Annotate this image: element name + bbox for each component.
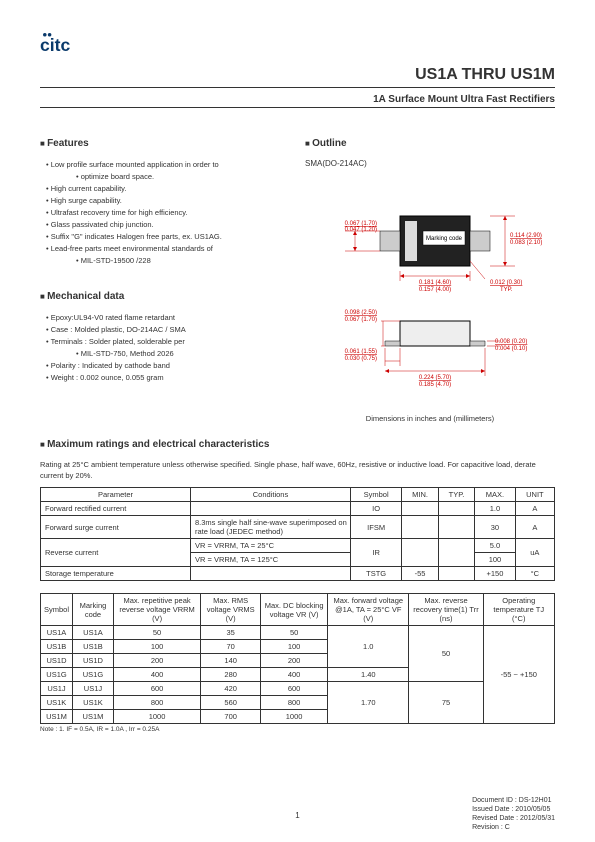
dimensions-note: Dimensions in inches and (millimeters)	[305, 414, 555, 423]
subtitle: 1A Surface Mount Ultra Fast Rectifiers	[40, 94, 555, 105]
page-number: 1	[295, 811, 299, 820]
list-item: Case : Molded plastic, DO-214AC / SMA	[46, 324, 285, 336]
th: TYP.	[438, 488, 474, 502]
th: Parameter	[41, 488, 191, 502]
list-item: Low profile surface mounted application …	[46, 159, 285, 171]
svg-text:0.012 (0.30): 0.012 (0.30)	[490, 280, 522, 286]
svg-text:0.185 (4.70): 0.185 (4.70)	[419, 382, 451, 388]
list-item: Polarity : Indicated by cathode band	[46, 360, 285, 372]
table-row: US1AUS1A503550 1.0 50 -55 ~ +150	[41, 626, 555, 640]
svg-text:0.008 (0.20): 0.008 (0.20)	[495, 339, 527, 345]
svg-text:0.114 (2.90): 0.114 (2.90)	[510, 233, 542, 239]
svg-text:TYP.: TYP.	[500, 287, 513, 293]
list-item: Ultrafast recovery time for high efficie…	[46, 207, 285, 219]
svg-text:0.061 (1.55): 0.061 (1.55)	[345, 349, 377, 355]
svg-text:0.098 (2.50): 0.098 (2.50)	[345, 310, 377, 316]
th: Max. RMS voltage VRMS (V)	[201, 594, 261, 626]
outline-heading: Outline	[305, 138, 555, 149]
th: Max. reverse recovery time(1) Trr (ns)	[409, 594, 483, 626]
ratings-table: Parameter Conditions Symbol MIN. TYP. MA…	[40, 487, 555, 581]
svg-text:0.067 (1.70): 0.067 (1.70)	[345, 317, 377, 323]
th: Conditions	[191, 488, 351, 502]
svg-text:0.224 (5.70): 0.224 (5.70)	[419, 375, 451, 381]
table-row: Forward rectified current IO 1.0 A	[41, 502, 555, 516]
th: Max. DC blocking voltage VR (V)	[261, 594, 328, 626]
svg-text:0.083 (2.10): 0.083 (2.10)	[510, 240, 542, 246]
doc-info: Document ID : DS-12H01 Issued Date : 201…	[472, 796, 555, 832]
main-title: US1A THRU US1M	[40, 66, 555, 84]
table-row: US1JUS1J600420600 1.70 75	[41, 682, 555, 696]
table-row: Storage temperature TSTG -55 +150 °C	[41, 567, 555, 581]
list-item: Terminals : Solder plated, solderable pe…	[46, 336, 285, 348]
title-block: US1A THRU US1M 1A Surface Mount Ultra Fa…	[40, 66, 555, 105]
th: Max. forward voltage @1A, TA = 25°C VF (…	[328, 594, 409, 626]
svg-text:0.030 (0.75): 0.030 (0.75)	[345, 356, 377, 362]
table-footnote: Note : 1. IF = 0.5A, IR = 1.0A , Irr = 0…	[40, 726, 555, 733]
list-item: High surge capability.	[46, 195, 285, 207]
table-row: Reverse current VR = VRRM, TA = 25°C IR …	[41, 539, 555, 553]
parts-table: Symbol Marking code Max. repetitive peak…	[40, 593, 555, 724]
ratings-note: Rating at 25°C ambient temperature unles…	[40, 460, 555, 481]
package-label: SMA(DO-214AC)	[305, 159, 555, 168]
list-item: High current capability.	[46, 183, 285, 195]
list-item: Lead-free parts meet environmental stand…	[46, 243, 285, 255]
list-item: MIL-STD-750, Method 2026	[46, 348, 285, 360]
divider	[40, 107, 555, 108]
mechanical-list: Epoxy:UL94-V0 rated flame retardant Case…	[40, 312, 285, 384]
list-item: Glass passivated chip junction.	[46, 219, 285, 231]
features-heading: Features	[40, 138, 285, 149]
table-row: Forward surge current 8.3ms single half …	[41, 516, 555, 539]
th: Max. repetitive peak reverse voltage VRR…	[113, 594, 200, 626]
th: MIN.	[402, 488, 439, 502]
svg-text:0.181 (4.60): 0.181 (4.60)	[419, 280, 451, 286]
th: Marking code	[73, 594, 114, 626]
svg-text:citc: citc	[40, 35, 71, 54]
svg-text:0.047 (1.20): 0.047 (1.20)	[345, 227, 377, 233]
logo: citc	[40, 30, 555, 56]
mechanical-heading: Mechanical data	[40, 291, 285, 302]
th: UNIT	[515, 488, 554, 502]
list-item: Suffix "G" indicates Halogen free parts,…	[46, 231, 285, 243]
th: MAX.	[475, 488, 516, 502]
svg-text:Marking code: Marking code	[426, 236, 463, 242]
list-item: Weight : 0.002 ounce, 0.055 gram	[46, 372, 285, 384]
list-item: MIL-STD-19500 /228	[46, 255, 285, 267]
th: Symbol	[41, 594, 73, 626]
th: Symbol	[351, 488, 402, 502]
svg-text:0.157 (4.00): 0.157 (4.00)	[419, 287, 451, 293]
list-item: Epoxy:UL94-V0 rated flame retardant	[46, 312, 285, 324]
svg-text:0.004 (0.10): 0.004 (0.10)	[495, 346, 527, 352]
ratings-heading: Maximum ratings and electrical character…	[40, 439, 555, 450]
features-list: Low profile surface mounted application …	[40, 159, 285, 267]
list-item: optimize board space.	[46, 171, 285, 183]
package-diagram: Marking code 0.067 (1.70) 0.047 (1.20) 0…	[305, 176, 555, 406]
divider	[40, 87, 555, 88]
th: Operating temperature TJ (°C)	[483, 594, 554, 626]
